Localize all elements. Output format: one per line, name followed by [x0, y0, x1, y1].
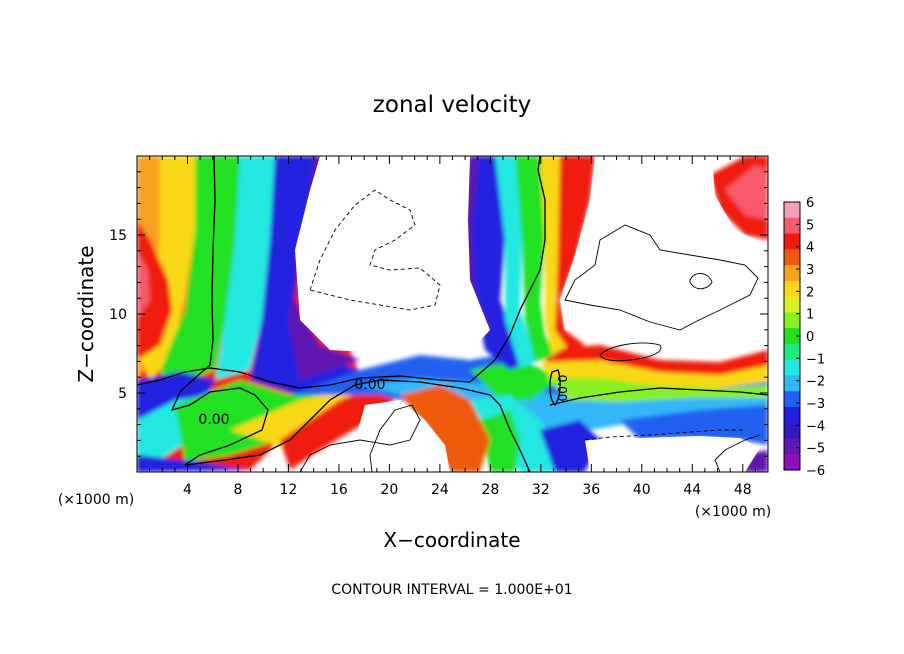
colorbar-tick-label: −4: [806, 419, 825, 434]
colorbar-tick-label: 5: [806, 218, 814, 233]
y-axis: 5 10 15: [109, 171, 768, 457]
field-plume-cyan: [495, 156, 540, 368]
x-tick-label: 36: [582, 482, 600, 498]
colorbar-swatch: [784, 343, 800, 361]
plot-area: [137, 156, 768, 472]
contour-label: 0.00: [198, 412, 229, 428]
contour-zero-shear-upper: [137, 156, 546, 389]
colorbar-tick-label: 2: [806, 285, 814, 300]
field-band-cyan: [215, 156, 275, 380]
colorbar-tick-label: −3: [806, 397, 825, 412]
field-band-green: [160, 156, 240, 385]
x-axis-label: X−coordinate: [383, 528, 520, 552]
y-tick-label: 15: [109, 228, 127, 244]
colorbar-swatch: [784, 454, 800, 471]
field-lower-yellow: [230, 390, 360, 450]
field-left-edge-pink: [137, 250, 150, 320]
x-tick-label: 48: [734, 482, 752, 498]
colorbar-swatch: [784, 217, 800, 235]
field-shear-green2: [545, 378, 768, 402]
colorbar-swatch: [784, 296, 800, 313]
contour-label: 0.00: [354, 377, 385, 393]
chart-title: zonal velocity: [373, 92, 531, 118]
colorbar-swatch: [784, 406, 800, 424]
contour-right-small-loop: [689, 273, 713, 290]
colorbar-tick-label: −1: [806, 352, 825, 367]
contour-small-loop: [549, 369, 561, 407]
colorbar-swatch: [784, 391, 800, 408]
field-left-edge-red: [137, 220, 172, 360]
colorbar-tick-label: −6: [806, 464, 825, 479]
x-tick-label: 24: [431, 482, 449, 498]
field-right-top-pink: [725, 165, 768, 220]
contour-lines: [137, 156, 768, 472]
colorbar-swatch: [784, 265, 800, 282]
colorbar-swatch: [784, 249, 800, 266]
colorbar-swatch: [784, 280, 800, 298]
z-unit-label: (×1000 m): [58, 492, 134, 508]
contour-dashed-upper: [309, 189, 441, 311]
colorbar-swatch: [784, 422, 800, 439]
colorbar-tick-label: 1: [806, 308, 814, 323]
contour-right-upper-solid: [564, 224, 759, 331]
x-axis: 4 8 12 16 20 24 28 32 36 40 44 48: [149, 156, 756, 498]
colorbar-swatch: [784, 328, 800, 345]
white-regions: [295, 156, 768, 472]
x-tick-label: 28: [481, 482, 499, 498]
colorbar-swatch: [784, 375, 800, 392]
colorbar-swatch: [784, 202, 800, 219]
field-band-blue: [250, 156, 360, 395]
field-plume-red: [555, 156, 595, 352]
x-tick-label: 16: [330, 482, 348, 498]
x-tick-label: 44: [683, 482, 701, 498]
colorbar-tick-label: 4: [806, 241, 814, 256]
contour-interval-note: CONTOUR INTERVAL = 1.000E+01: [331, 582, 572, 598]
colorbar-tick-label: −2: [806, 375, 825, 390]
colorbar-tick-label: −5: [806, 442, 825, 457]
x-tick-label: 8: [233, 482, 242, 498]
contour-lower-right-solid: [714, 434, 761, 472]
colorbar-swatch: [784, 233, 800, 250]
x-tick-label: 4: [183, 482, 192, 498]
contour-dashed-lower: [584, 429, 745, 441]
field-shear-green: [470, 360, 560, 400]
y-tick-label: 10: [109, 307, 127, 323]
field-lower-col-green: [480, 410, 520, 472]
colorbar-tick-label: 6: [806, 196, 814, 211]
contour-label: 0.00: [555, 375, 569, 402]
contour-lower-mid-solid: [299, 404, 421, 472]
colorbar-tick-label: 3: [806, 263, 814, 278]
x-tick-label: 40: [633, 482, 651, 498]
contour-zero-left-column: [170, 156, 531, 472]
field-lower-orange: [400, 385, 490, 472]
contour-labels: 0.00 0.00 0.00: [198, 375, 569, 428]
field-right-lower-blue: [620, 405, 768, 445]
x-unit-label: (×1000 m): [695, 504, 771, 520]
field-lower-col-blue: [540, 420, 600, 472]
x-tick-label: 20: [380, 482, 398, 498]
colorbar-tick-label: 0: [806, 330, 814, 345]
contour-zero-shear-lower: [549, 387, 768, 406]
colorbar-swatch: [784, 438, 800, 455]
y-axis-label: Z−coordinate: [74, 245, 98, 382]
x-tick-label: 12: [280, 482, 298, 498]
colorbar: 6 5 4 3 2 1 0 −1 −2 −3 −4 −5 −6: [783, 196, 825, 479]
x-tick-label: 32: [532, 482, 550, 498]
y-tick-label: 5: [118, 386, 127, 402]
contour-right-mid-loop: [599, 342, 662, 362]
colorbar-swatch: [784, 312, 800, 329]
colorbar-swatch: [784, 359, 800, 376]
